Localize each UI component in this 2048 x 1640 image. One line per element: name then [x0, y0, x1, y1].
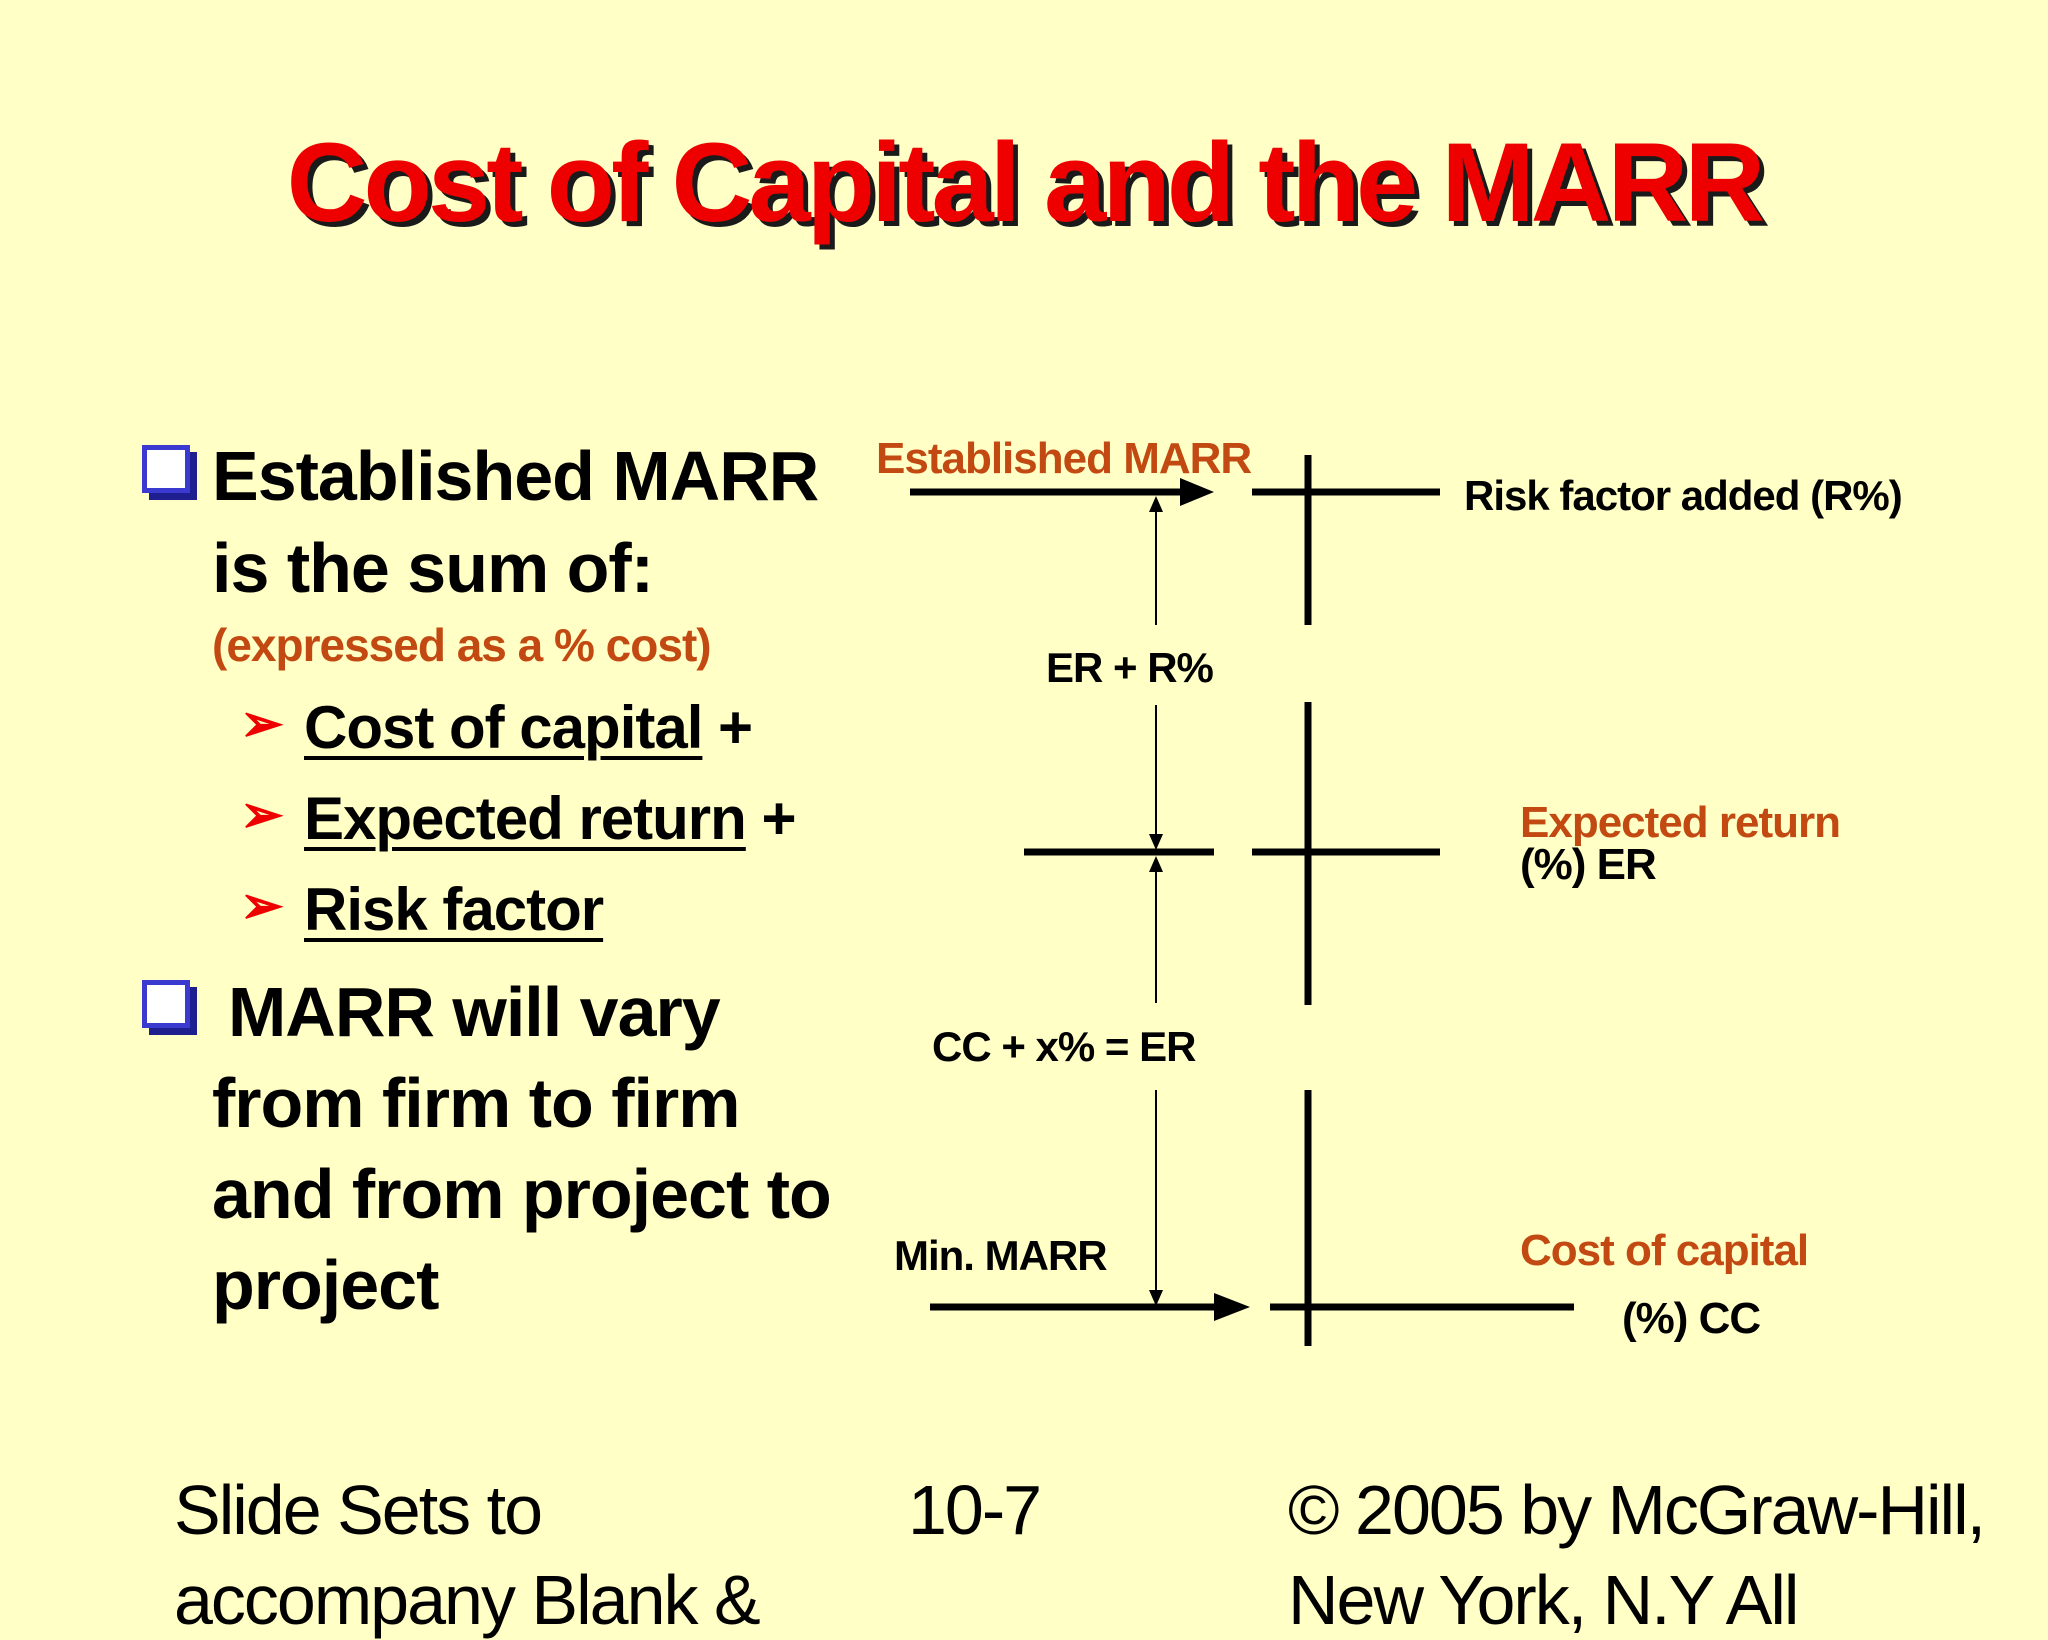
expected-return-label: Expected return: [1520, 798, 1841, 847]
cost-of-capital-marker: [1270, 1090, 1574, 1346]
list-item-risk-factor: Risk factor: [304, 876, 604, 943]
established-marr-arrow: [910, 478, 1214, 506]
bullet2-line1: MARR will vary: [228, 973, 721, 1051]
bullet2-line3: and from project to: [212, 1155, 832, 1233]
cc-x-dimension: [1149, 856, 1163, 1306]
cost-of-capital-unit: (%) CC: [1622, 1294, 1761, 1343]
footer-left-line1: Slide Sets to: [174, 1471, 543, 1549]
risk-factor-marker: [1252, 455, 1440, 625]
arrow-bullet-icon: ➢: [240, 695, 284, 753]
er-plus-r-dimension: [1149, 496, 1163, 850]
slide-title: Cost of Capital and the MARR: [286, 120, 1766, 245]
risk-factor-label: Risk factor added (R%): [1464, 472, 1903, 519]
arrow-bullet-icon: ➢: [240, 786, 284, 844]
bullet2-line2: from firm to firm: [212, 1064, 740, 1142]
bullet1-line1: Established MARR: [212, 437, 819, 515]
square-bullet-icon: [142, 445, 190, 493]
bullet1-note: (expressed as a % cost): [212, 619, 712, 671]
footer-right-line2: New York, N.Y All: [1288, 1561, 1799, 1639]
footer-right-line1: © 2005 by McGraw-Hill,: [1288, 1471, 1986, 1549]
established-marr-label: Established MARR: [876, 434, 1252, 483]
min-marr-arrow: [930, 1293, 1250, 1321]
cost-of-capital-label: Cost of capital: [1520, 1226, 1809, 1275]
slide-number: 10-7: [908, 1471, 1042, 1549]
expected-return-marker: [1252, 702, 1440, 1005]
footer-left-line2: accompany Blank &: [174, 1561, 761, 1639]
square-bullet-icon: [142, 980, 190, 1028]
cc-plus-x-label: CC + x% = ER: [932, 1023, 1196, 1070]
list-item-expected-return: Expected return +: [304, 785, 797, 852]
arrow-bullet-icon: ➢: [240, 877, 284, 935]
min-marr-label: Min. MARR: [894, 1232, 1108, 1279]
er-plus-r-label: ER + R%: [1046, 644, 1214, 691]
list-item-cost-of-capital: Cost of capital +: [304, 694, 753, 761]
marr-diagram: [910, 455, 1574, 1346]
bullet1-line2: is the sum of:: [212, 529, 654, 607]
bullet2-line4: project: [212, 1246, 439, 1324]
expected-return-unit: (%) ER: [1520, 840, 1657, 889]
